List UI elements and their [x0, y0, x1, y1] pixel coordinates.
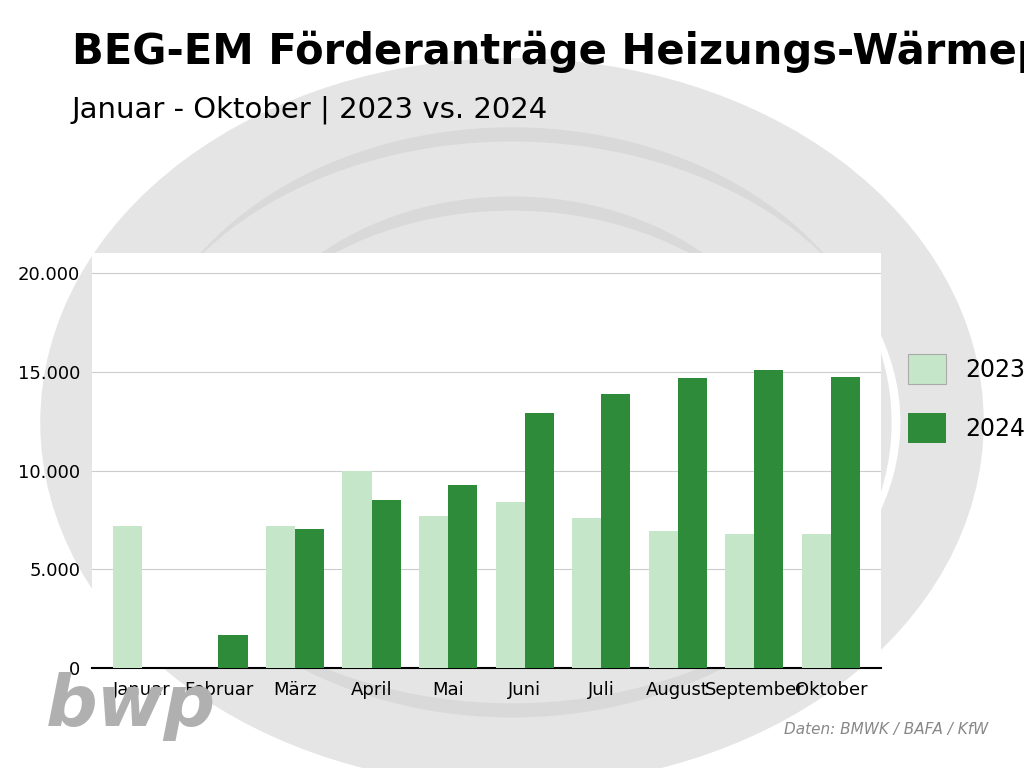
Text: bwp: bwp	[46, 672, 216, 741]
Bar	[449, 485, 477, 668]
Bar	[218, 634, 248, 668]
Bar	[572, 518, 601, 668]
Bar	[113, 526, 142, 668]
Bar	[648, 531, 678, 668]
Legend: 2023, 2024: 2023, 2024	[908, 354, 1024, 443]
Text: Daten: BMWK / BAFA / KfW: Daten: BMWK / BAFA / KfW	[784, 722, 988, 737]
Bar	[372, 500, 400, 668]
Bar	[295, 529, 325, 668]
Bar	[755, 370, 783, 668]
Bar	[266, 526, 295, 668]
Text: Januar - Oktober | 2023 vs. 2024: Januar - Oktober | 2023 vs. 2024	[72, 96, 548, 124]
Bar	[342, 471, 372, 668]
Bar	[601, 394, 631, 668]
Bar	[802, 534, 830, 668]
Bar	[678, 378, 707, 668]
Bar	[725, 534, 755, 668]
Bar	[524, 413, 554, 668]
Bar	[419, 516, 449, 668]
Text: BEG-EM Förderanträge Heizungs-Wärmepumpen: BEG-EM Förderanträge Heizungs-Wärmepumpe…	[72, 31, 1024, 73]
Bar	[830, 377, 860, 668]
Bar	[496, 502, 524, 668]
